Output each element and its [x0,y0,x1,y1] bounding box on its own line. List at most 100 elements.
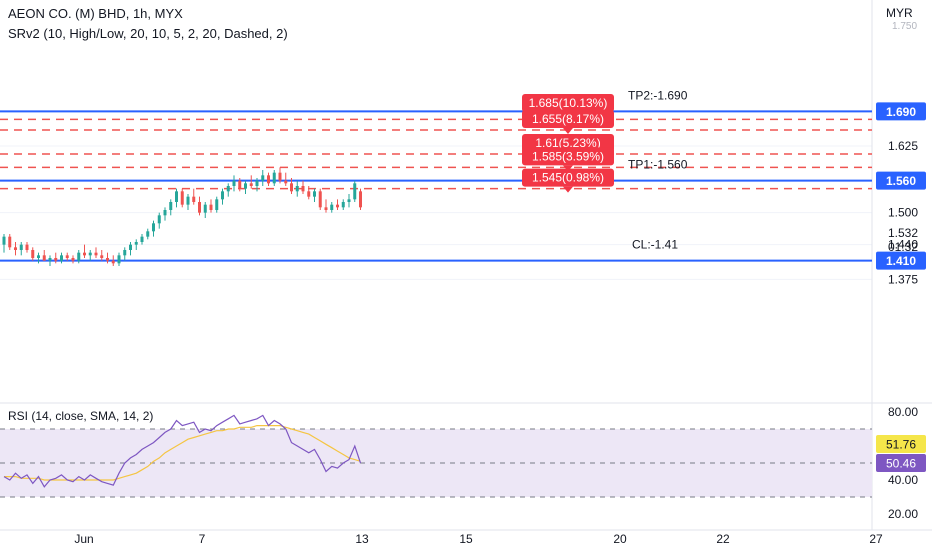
price-badge-text: 1.560 [886,174,916,188]
rsi-title: RSI (14, close, SMA, 14, 2) [8,409,154,423]
time-tick-label: 7 [199,532,206,546]
level-label: TP2:-1.690 [628,88,688,102]
candle-body [157,215,161,224]
candle-body [192,196,196,202]
candle-body [203,204,207,213]
candle-body [353,183,357,200]
countdown-label: 01:32 [888,240,918,254]
candle-body [2,236,6,245]
rsi-tick-label: 40.00 [888,473,918,487]
rsi-pane[interactable]: 80.00 40.00 20.00 51.76 50.46 [0,405,926,521]
candle-body [152,223,155,232]
price-badge-box [876,251,926,270]
candle-body [244,183,247,189]
rsi-tick-label: 20.00 [888,507,918,521]
level-label: TP1:-1.560 [628,158,688,172]
candle-body [336,204,339,208]
candle-body [94,252,98,256]
time-tick-label: 15 [459,532,473,546]
rsi-badge-box [876,435,926,453]
candle-body [324,207,328,210]
candle-body [209,204,213,210]
candle-body [123,249,127,256]
candle-body [106,257,109,261]
candle-body [65,255,69,258]
candle-body [238,180,242,189]
solid-levels [0,110,872,262]
level-callout: 1.685(10.13%) [522,94,614,119]
time-tick-label: 22 [716,532,730,546]
partial-top-tick: 1.750 [892,21,918,31]
candle-body [330,204,334,210]
price-badge: 1.560 [876,171,926,190]
candle-body [83,252,86,256]
candle-body [77,252,81,261]
level-labels: TP2:-1.690 TP1:-1.560 CL:-1.41 [628,88,688,251]
candle-body [261,175,265,181]
price-tick-label: 1.625 [888,139,918,153]
dashed-levels [0,118,872,190]
candle-body [48,257,52,261]
candle-body [175,191,178,202]
callout-box [522,168,614,187]
candle-body [272,172,276,184]
candle-body [54,257,58,261]
candle-body [318,191,322,208]
candle-body [25,244,29,250]
candle-body [186,196,190,205]
price-tick-label: 1.440 [888,238,918,252]
rsi-badge: 50.46 [876,454,926,472]
price-tick-label: 1.532 [888,226,918,240]
price-axis[interactable]: 1.625 1.532 1.500 1.440 1.375 01:32 1.690 1.560… [876,102,926,286]
candle-body [37,255,40,258]
callout-text: 1.545(0.98%) [532,171,604,185]
price-tick-label: 1.500 [888,206,918,220]
callout-box [522,147,614,166]
indicator-title: SRv2 (10, High/Low, 20, 10, 5, 2, 20, Da… [8,26,288,41]
callout-text: 1.585(3.59%) [532,149,604,163]
candle-body [226,185,230,192]
time-tick-label: Jun [74,532,93,546]
time-axis[interactable]: Jun 7 13 15 20 22 27 [74,532,883,546]
callout-box [522,94,614,113]
callout-pointer [563,186,573,193]
rsi-sma-line [4,425,361,481]
price-badge-box [876,102,926,121]
time-tick-label: 20 [613,532,627,546]
candle-body [249,183,253,186]
candle-body [146,231,150,237]
candle-body [313,191,316,197]
candlesticks [2,167,362,266]
price-badge-text: 1.690 [886,105,916,119]
rsi-line [3,414,362,488]
candle-body [19,244,23,250]
level-label: CL:-1.41 [632,238,678,252]
rsi-tick-label: 80.00 [888,405,918,419]
candle-body [88,252,92,256]
callout-pointer [563,165,573,172]
candle-body [14,247,17,250]
candle-body [42,255,46,261]
time-tick-label: 27 [869,532,883,546]
callout-box [522,110,614,129]
callout-text: 1.685(10.13%) [529,96,608,110]
price-tick-label: 1.375 [888,272,918,286]
candle-body [129,244,132,250]
candle-body [169,201,173,210]
candle-body [71,257,75,261]
level-callout: 1.545(0.98%) [522,168,614,193]
callout-text: 1.61(5.23%) [535,136,600,150]
candle-body [215,199,219,210]
candle-body [180,191,184,205]
candle-body [290,183,293,192]
candle-body [341,201,345,208]
callout-pointer [563,128,573,135]
candle-body [221,191,224,200]
price-badge-text: 1.410 [886,254,916,268]
candle-body [163,209,167,216]
grid-lines [0,0,932,531]
candle-body [100,255,104,258]
level-callout: 1.585(3.59%) [522,147,614,172]
price-badge: 1.690 [876,102,926,121]
